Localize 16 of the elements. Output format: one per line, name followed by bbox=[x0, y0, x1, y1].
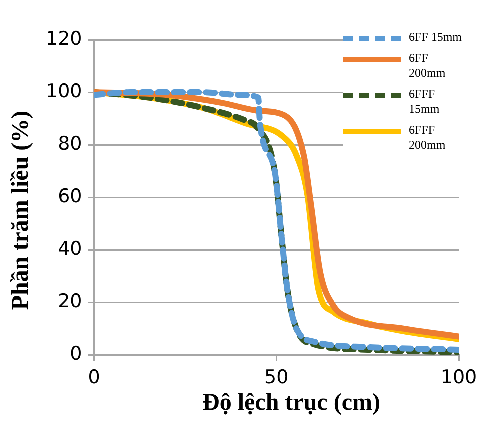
legend-label: 6FF 200mm bbox=[409, 51, 447, 81]
y-tick-label: 60 bbox=[58, 186, 82, 208]
y-tick-label: 120 bbox=[46, 28, 82, 50]
y-tick-label: 40 bbox=[58, 238, 82, 260]
legend-label: 6FFF 200mm bbox=[409, 123, 447, 153]
y-tick-label: 20 bbox=[58, 290, 82, 313]
x-tick-label: 50 bbox=[264, 366, 289, 389]
x-tick-label: 0 bbox=[88, 366, 100, 389]
y-axis-title: Phần trăm liều (%) bbox=[8, 110, 36, 310]
legend-label: 6FFF 15mm bbox=[409, 87, 441, 117]
y-tick-label: 80 bbox=[58, 133, 82, 156]
y-tick-label: 0 bbox=[70, 343, 82, 366]
x-axis-title: Độ lệch trục (cm) bbox=[202, 390, 382, 417]
y-tick-label: 100 bbox=[46, 80, 82, 102]
x-tick-label: 100 bbox=[440, 366, 478, 389]
legend-label: 6FF 15mm bbox=[409, 30, 464, 45]
